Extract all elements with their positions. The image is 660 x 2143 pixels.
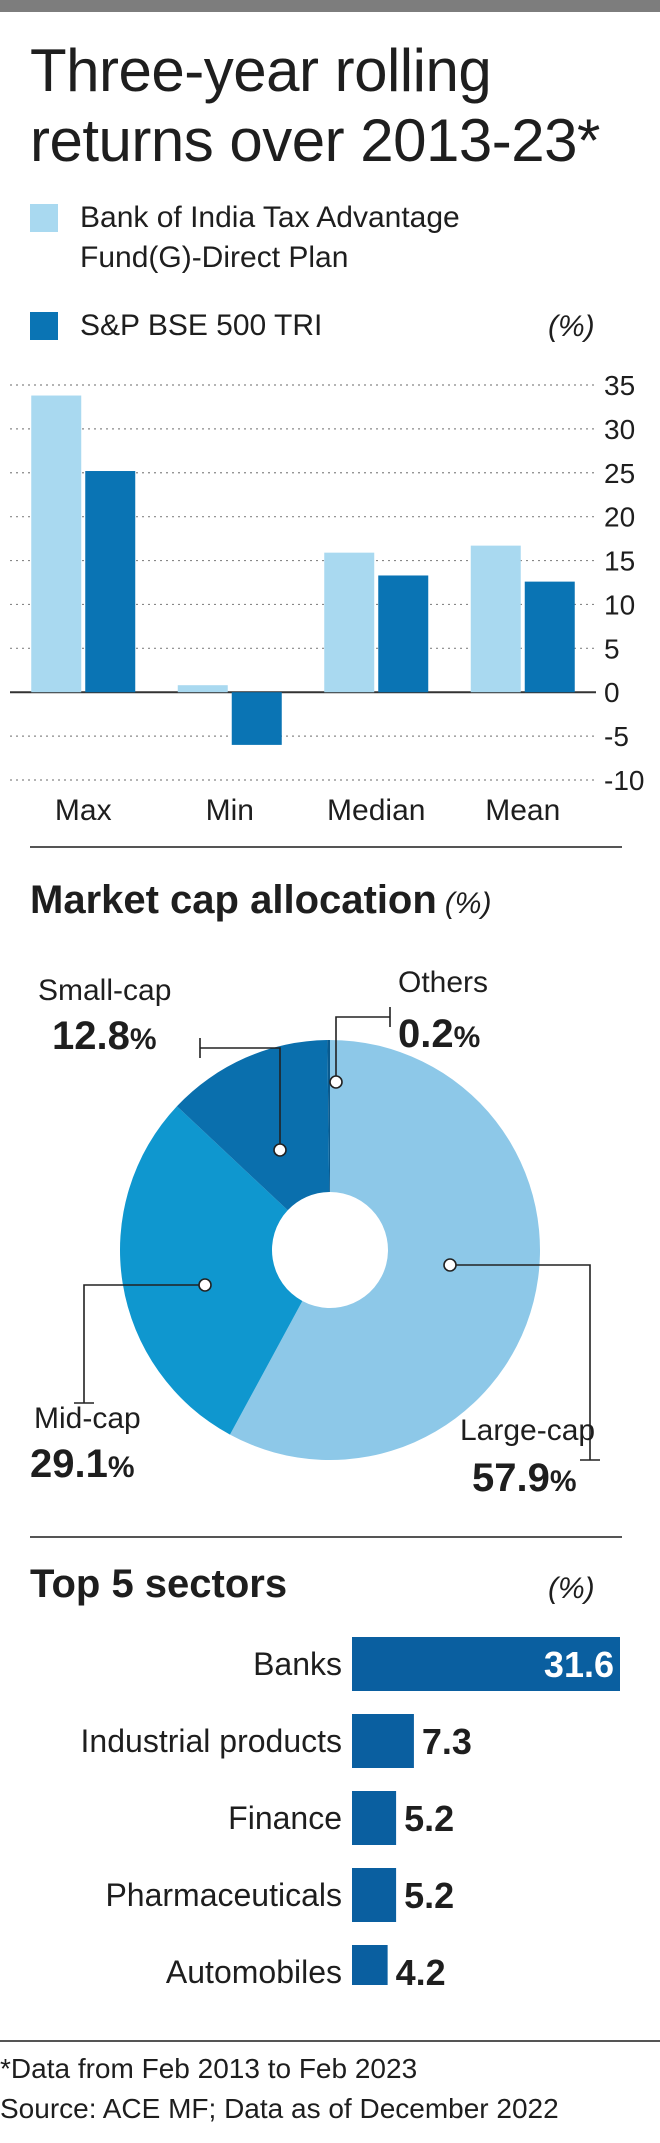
slice-mid-cap <box>119 1106 303 1435</box>
returns-bar-chart: 35 30 25 20 15 10 5 0 -5 -10 Max Min Median Mean <box>10 370 644 827</box>
divider-2 <box>30 1536 622 1538</box>
y-tick-label: 30 <box>604 414 635 445</box>
y-tick-label: -5 <box>604 721 629 752</box>
market-cap-donut-chart <box>74 1007 600 1461</box>
bar-mean-fund <box>470 545 521 693</box>
divider-1 <box>30 846 622 848</box>
pie-label-large-cap: Large-cap <box>460 1414 596 1447</box>
slice-others <box>327 1040 330 1193</box>
leader-line-large-cap <box>450 1264 591 1460</box>
sector-label-automobiles: Automobiles <box>166 1954 342 1985</box>
bar-max-fund <box>31 395 82 693</box>
returns-unit-label: (%) <box>548 310 595 343</box>
x-tick-label-max: Max <box>55 794 112 827</box>
y-tick-label: 35 <box>604 370 635 401</box>
leader-dot-small-cap <box>273 1143 287 1157</box>
footer-note: *Data from Feb 2013 to Feb 2023 <box>0 2053 418 2084</box>
sector-value-automobiles: 4.2 <box>396 1952 446 1985</box>
leader-line-small-cap <box>200 1047 281 1150</box>
sector-label-industrial-products: Industrial products <box>81 1723 342 1759</box>
pie-label-others: Others <box>398 966 489 999</box>
sector-bar-automobiles <box>352 1945 388 1985</box>
bar-mean-index <box>524 581 575 693</box>
page-title: Three-year rolling returns over 2013-23* <box>30 37 600 174</box>
y-tick-label: 20 <box>604 502 635 533</box>
pie-value-large-cap: 57.9% <box>472 1456 577 1500</box>
market-cap-title: Market cap allocation (%) <box>30 878 492 922</box>
bar-min-index <box>231 692 282 745</box>
y-tick-label: 10 <box>604 589 635 620</box>
pie-value-small-cap: 12.8% <box>52 1014 157 1058</box>
bar-max-index <box>85 471 136 693</box>
leader-dot-others <box>329 1075 343 1089</box>
sector-bar-pharmaceuticals <box>352 1868 397 1922</box>
divider-3 <box>0 2040 660 2042</box>
slice-large-cap <box>229 1040 540 1460</box>
sector-label-banks: Banks <box>253 1646 342 1682</box>
sectors-unit-label: (%) <box>548 1572 595 1605</box>
leader-dot-mid-cap <box>198 1278 212 1292</box>
legend-swatch-index <box>30 312 58 340</box>
sector-label-pharmaceuticals: Pharmaceuticals <box>105 1877 342 1913</box>
footer-source: Source: ACE MF; Data as of December 2022 <box>0 2093 559 2124</box>
pie-value-mid-cap: 29.1% <box>30 1442 135 1486</box>
sector-value-industrial-products: 7.3 <box>422 1721 472 1762</box>
sector-bar-industrial-products <box>352 1714 414 1768</box>
pie-label-mid-cap: Mid-cap <box>34 1402 141 1435</box>
leader-line-others <box>335 1016 390 1082</box>
sector-value-finance: 5.2 <box>404 1798 454 1839</box>
y-tick-label: 25 <box>604 458 635 489</box>
y-tick-label: 15 <box>604 546 635 577</box>
sector-bar-banks <box>352 1637 620 1691</box>
legend-label-fund: Bank of India Tax Advantage Fund(G)-Dire… <box>80 201 460 274</box>
x-tick-label-median: Median <box>327 794 425 827</box>
bar-min-fund <box>177 685 228 693</box>
legend-swatch-fund <box>30 204 58 232</box>
y-tick-label: 5 <box>604 633 620 664</box>
legend-item-fund: Bank of India Tax Advantage Fund(G)-Dire… <box>30 198 560 278</box>
sector-value-pharmaceuticals: 5.2 <box>404 1875 454 1916</box>
slice-small-cap <box>176 1040 330 1211</box>
sector-label-finance: Finance <box>228 1800 342 1836</box>
sectors-title: Top 5 sectors <box>30 1562 288 1606</box>
leader-dot-large-cap <box>443 1258 457 1272</box>
pie-label-small-cap: Small-cap <box>38 974 172 1007</box>
top-sectors-bar-chart: Banks 31.6 Industrial products 7.3 Finance 5.… <box>81 1637 620 1985</box>
y-tick-label: 0 <box>604 677 620 708</box>
sector-bar-finance <box>352 1791 397 1845</box>
pie-value-others: 0.2% <box>398 1012 481 1056</box>
legend-item-index: S&P BSE 500 TRI <box>30 306 560 346</box>
top-rule <box>0 0 660 12</box>
bar-median-fund <box>324 552 375 693</box>
sector-value-banks: 31.6 <box>544 1644 614 1685</box>
leader-line-mid-cap <box>83 1284 205 1403</box>
bar-median-index <box>378 575 429 693</box>
x-tick-label-min: Min <box>206 794 254 827</box>
y-tick-label: -10 <box>604 765 644 796</box>
x-tick-label-mean: Mean <box>485 794 560 827</box>
legend-label-index: S&P BSE 500 TRI <box>80 309 323 342</box>
market-cap-unit: (%) <box>444 887 492 920</box>
